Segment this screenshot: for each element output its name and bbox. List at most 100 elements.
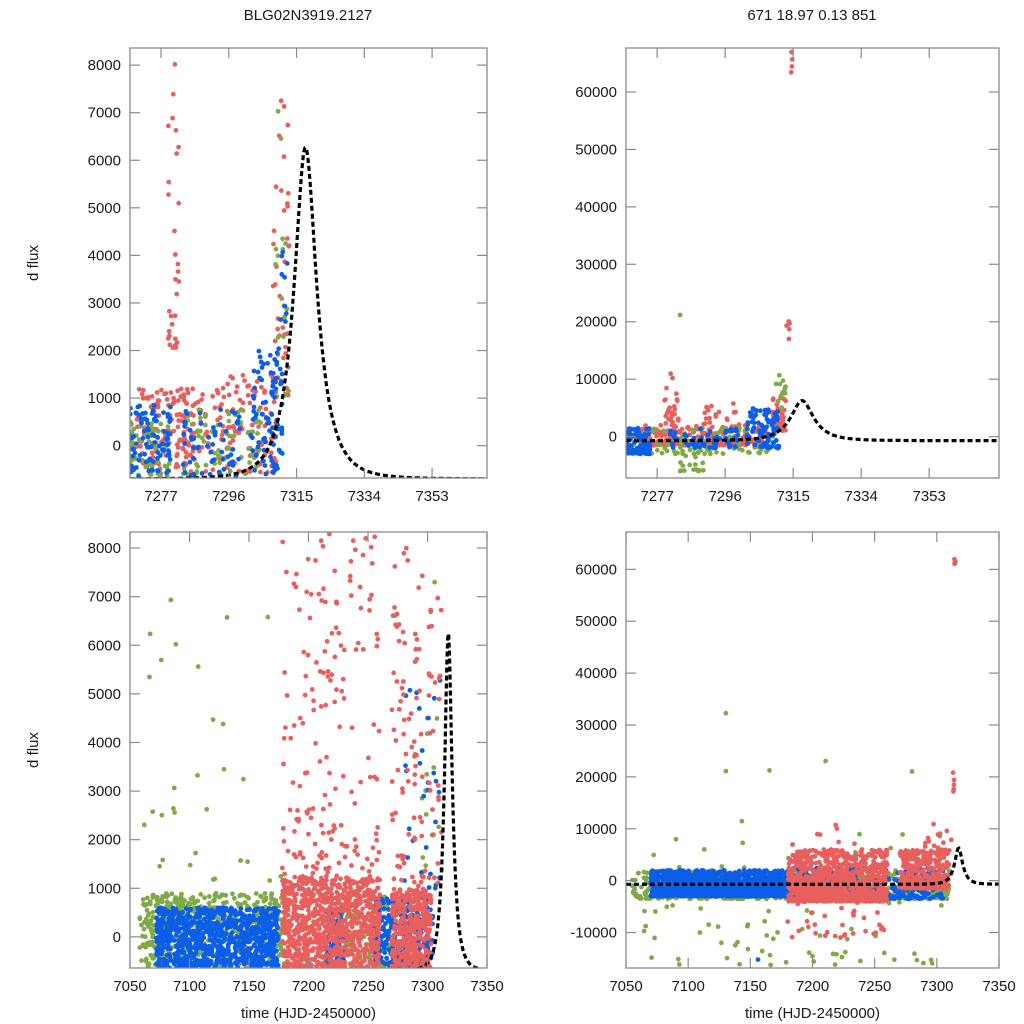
data-point (327, 933, 333, 939)
data-point (247, 400, 253, 406)
data-point (351, 942, 356, 948)
data-point (327, 958, 332, 963)
data-point (350, 938, 356, 944)
data-point (757, 428, 762, 434)
data-point (390, 817, 396, 823)
data-point (165, 424, 171, 429)
data-point (330, 878, 335, 883)
title-left: BLG02N3919.2127 (244, 7, 372, 24)
data-point (189, 436, 195, 442)
data-point (325, 899, 331, 905)
data-point (211, 425, 216, 430)
data-point (281, 208, 287, 213)
data-point (270, 370, 276, 376)
data-point (389, 707, 395, 713)
data-point (752, 407, 758, 413)
data-point (188, 452, 194, 458)
data-point (203, 469, 209, 474)
data-point (287, 918, 293, 924)
data-point (401, 692, 406, 697)
data-point (329, 630, 335, 636)
data-point (303, 942, 308, 948)
data-point (250, 417, 256, 422)
data-point (343, 925, 349, 930)
data-point (311, 898, 317, 904)
data-point (168, 390, 174, 395)
data-point (316, 591, 322, 597)
data-point (188, 938, 193, 943)
data-point (306, 908, 311, 913)
data-point (370, 845, 376, 851)
data-point (405, 767, 410, 773)
data-point (138, 443, 143, 449)
data-point (348, 961, 353, 967)
data-point (338, 929, 344, 934)
data-point (175, 261, 181, 267)
data-point (423, 845, 429, 850)
data-point (333, 625, 339, 631)
data-point (417, 942, 423, 948)
data-point (348, 593, 354, 598)
data-point (300, 855, 306, 861)
data-point (246, 383, 252, 389)
data-point (216, 469, 222, 475)
data-point (275, 936, 281, 942)
data-point (179, 950, 185, 955)
data-point (174, 412, 180, 418)
data-point (317, 759, 323, 764)
data-point (646, 431, 652, 437)
data-point (274, 350, 280, 356)
data-point (316, 911, 322, 917)
data-point (255, 906, 260, 912)
data-point (661, 428, 667, 433)
data-point (141, 926, 147, 932)
data-point (368, 942, 374, 948)
x-tick-label: 7296 (708, 488, 741, 505)
data-point (751, 420, 757, 426)
data-point (677, 312, 683, 318)
data-point (263, 921, 268, 926)
data-point (292, 829, 297, 834)
data-point (163, 959, 169, 965)
data-point (344, 875, 350, 881)
plot-frame (625, 47, 1000, 479)
data-point (716, 430, 722, 436)
data-point (628, 443, 634, 448)
data-point (256, 348, 262, 354)
data-point (252, 467, 257, 473)
data-point (147, 631, 153, 637)
data-point (275, 334, 281, 340)
data-point (179, 960, 185, 966)
data-point (375, 876, 381, 881)
data-point (327, 770, 332, 776)
data-point (181, 466, 187, 472)
data-point (323, 599, 328, 605)
data-point (220, 456, 226, 462)
data-point (668, 428, 673, 434)
data-point (190, 895, 196, 900)
data-point (203, 926, 209, 932)
data-point (281, 953, 287, 959)
data-point (307, 889, 313, 895)
data-point (281, 154, 287, 160)
data-point (322, 649, 328, 654)
data-point (189, 421, 195, 427)
data-point (394, 905, 399, 911)
data-point (325, 669, 331, 674)
data-point (367, 936, 373, 942)
data-point (251, 368, 257, 374)
data-point (333, 786, 338, 792)
data-point (325, 964, 331, 968)
data-point (297, 783, 303, 789)
data-point (168, 313, 174, 319)
data-point (354, 892, 359, 898)
data-point (367, 874, 373, 879)
data-point (249, 917, 255, 923)
data-point (376, 900, 382, 906)
data-point (414, 887, 420, 893)
data-point (429, 674, 434, 679)
data-point (266, 925, 272, 931)
data-point (144, 901, 150, 907)
data-point (301, 915, 307, 921)
data-point (400, 790, 406, 795)
